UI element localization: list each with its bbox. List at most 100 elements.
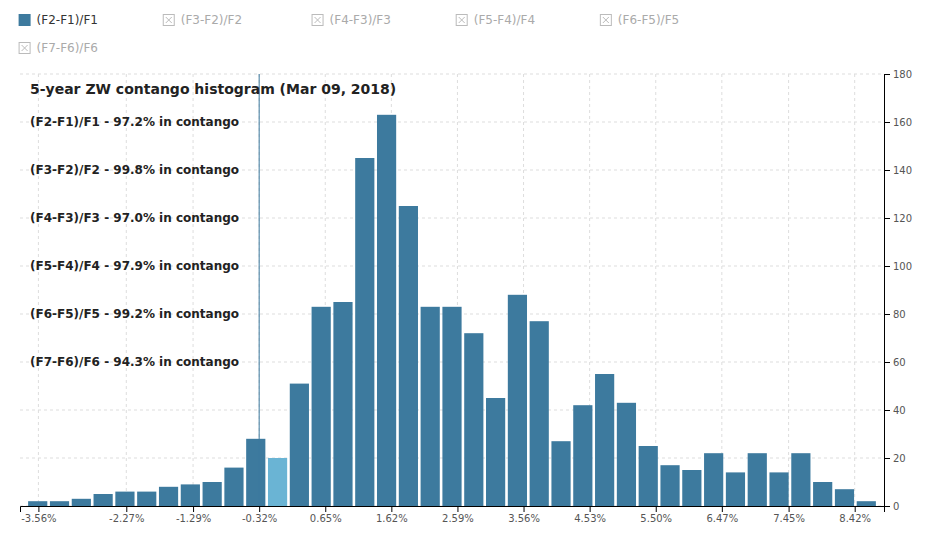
tick: 40 [884, 405, 906, 416]
tick-label: 20 [893, 453, 906, 464]
tick: 120 [884, 213, 912, 224]
tick: -1.29% [176, 506, 211, 524]
bar [72, 499, 91, 506]
legend-item[interactable]: (F3-F2)/F2 [163, 13, 242, 27]
annotation: (F6-F5)/F5 - 99.2% in contango [30, 307, 239, 321]
tick-label: -3.56% [21, 513, 56, 524]
bar [617, 403, 636, 506]
grid [20, 74, 884, 506]
bar [268, 458, 287, 506]
legend-label[interactable]: (F7-F6)/F6 [37, 41, 98, 55]
annotation: (F7-F6)/F6 - 94.3% in contango [30, 355, 239, 369]
annotation: (F5-F4)/F4 - 97.9% in contango [30, 259, 239, 273]
legend-swatch-cross[interactable] [166, 17, 172, 23]
tick: 5.50% [640, 506, 672, 524]
tick: 8.42% [839, 506, 871, 524]
legend-item[interactable]: (F6-F5)/F5 [600, 13, 679, 27]
bar [857, 501, 876, 506]
tick-mark [126, 506, 127, 512]
tick-mark [38, 506, 39, 512]
tick-mark [193, 506, 194, 512]
grid-line [655, 74, 656, 506]
bar [508, 295, 527, 506]
tick-label: 180 [893, 69, 912, 80]
tick-label: -2.27% [109, 513, 144, 524]
tick-label: 1.62% [376, 513, 408, 524]
legend-swatch-cross[interactable] [315, 17, 321, 23]
tick-mark [259, 506, 260, 512]
legend-item[interactable]: (F7-F6)/F6 [19, 41, 98, 55]
grid-line [259, 74, 260, 506]
bar [551, 441, 570, 506]
tick: 1.62% [376, 506, 408, 524]
tick: 180 [884, 69, 912, 80]
bar [748, 453, 767, 506]
annotation: (F3-F2)/F2 - 99.8% in contango [30, 163, 239, 177]
legend-swatch[interactable] [600, 15, 611, 26]
tick-label: 0 [893, 501, 899, 512]
tick: 140 [884, 165, 912, 176]
legend-item[interactable]: (F5-F4)/F4 [456, 13, 535, 27]
grid-line [126, 74, 127, 506]
grid-line [721, 74, 722, 506]
bar [203, 482, 222, 506]
axis-line [885, 75, 891, 507]
vertical-line [259, 74, 260, 506]
plot-area: -3.56%-2.27%-1.29%-0.32%0.65%1.62%2.59%3… [20, 69, 912, 524]
bar [377, 115, 396, 506]
bar [355, 158, 374, 506]
grid-line [38, 74, 39, 506]
bar [28, 501, 47, 506]
tick-label: 7.45% [773, 513, 805, 524]
legend-swatch-cross[interactable] [22, 45, 28, 51]
legend-item[interactable]: (F2-F1)/F1 [19, 13, 98, 27]
tick-label: 40 [893, 405, 906, 416]
bar [246, 439, 265, 506]
tick-label: 3.56% [508, 513, 540, 524]
legend-label[interactable]: (F6-F5)/F5 [618, 13, 679, 27]
axis-line [21, 507, 885, 513]
grid-line [193, 74, 194, 506]
grid-line [854, 74, 855, 506]
legend-swatch[interactable] [163, 15, 174, 26]
bar [442, 307, 461, 506]
tick-label: 6.47% [706, 513, 738, 524]
legend-label[interactable]: (F4-F3)/F3 [330, 13, 391, 27]
tick-mark [325, 506, 326, 512]
tick-label: 5.50% [640, 513, 672, 524]
bar [159, 487, 178, 506]
x-axis: -3.56%-2.27%-1.29%-0.32%0.65%1.62%2.59%3… [21, 506, 885, 524]
legend-swatch[interactable] [19, 14, 31, 26]
bar [224, 468, 243, 506]
tick-mark [884, 458, 890, 459]
tick-label: 0.65% [310, 513, 342, 524]
tick: 0 [884, 501, 899, 512]
legend-swatch-cross[interactable] [459, 17, 465, 23]
bar [399, 206, 418, 506]
legend-label[interactable]: (F3-F2)/F2 [181, 13, 242, 27]
tick-mark [884, 74, 890, 75]
tick-mark [855, 506, 856, 512]
bar [639, 446, 658, 506]
legend-swatch-cross[interactable] [603, 17, 609, 23]
legend-swatch[interactable] [456, 15, 467, 26]
tick-mark [722, 506, 723, 512]
legend-swatch[interactable] [19, 43, 30, 54]
tick: 20 [884, 453, 906, 464]
tick: 100 [884, 261, 912, 272]
legend-label[interactable]: (F2-F1)/F1 [37, 13, 98, 27]
bars [28, 74, 876, 506]
tick-mark [884, 410, 890, 411]
legend-swatch[interactable] [312, 15, 323, 26]
grid-line [788, 74, 789, 506]
tick-mark [884, 506, 890, 507]
tick-mark [590, 506, 591, 512]
bar [137, 492, 156, 506]
tick: 60 [884, 357, 906, 368]
bar [290, 384, 309, 506]
legend-item[interactable]: (F4-F3)/F3 [312, 13, 391, 27]
legend-label[interactable]: (F5-F4)/F4 [474, 13, 535, 27]
tick: -3.56% [21, 506, 56, 524]
tick-mark [884, 362, 890, 363]
bar [813, 482, 832, 506]
